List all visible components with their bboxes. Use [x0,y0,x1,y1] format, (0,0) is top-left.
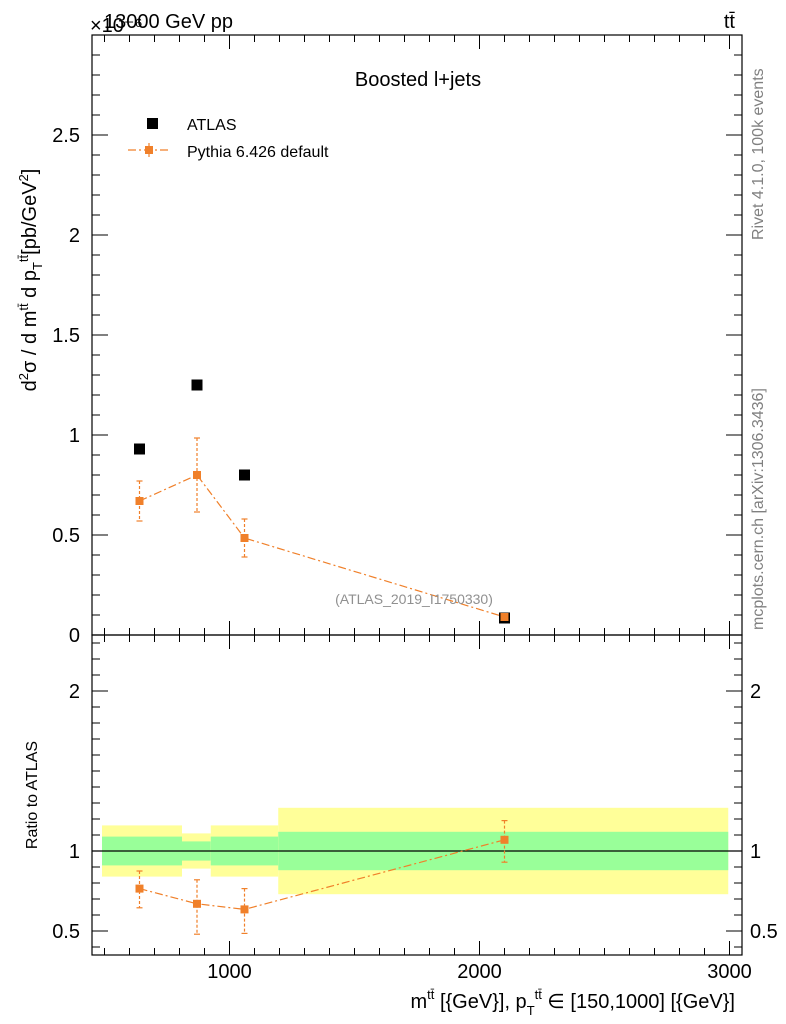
pythia-point [240,534,249,542]
main-plot-series [134,379,510,624]
legend-pythia-label: Pythia 6.426 default [187,144,329,161]
exponent-label: ×10⁻⁶ [90,15,143,37]
main-y-axis-title: d2σ / d mtt̄ d pTtt̄[pb/GeV2] [16,169,45,392]
ratio-y-tick-label-right: 1 [750,841,761,863]
ratio-pythia-point [135,884,144,893]
legend-atlas-label: ATLAS [187,117,237,134]
y-tick-label: 1.5 [52,325,80,347]
atlas-point [134,443,145,455]
axis-ticks [92,35,742,955]
x-tick-label: 2000 [457,961,502,983]
tick-labels: 1000 2000 3000 0 0.5 1 1.5 2 2.5 0.5 0.5 1 1 2 2 [52,125,778,983]
ratio-y-tick-label-right: 2 [750,681,761,703]
ratio-y-tick-label: 1 [69,841,80,863]
pythia-point [135,497,144,505]
atlas-point [239,469,250,481]
atlas-point [191,379,203,391]
y-tick-label: 0.5 [52,525,80,547]
energy-label: 13000 GeV pp [104,11,233,33]
ratio-pythia-point [240,905,249,914]
ratio-plot-frame [91,634,743,956]
ratio-pythia-point [500,835,509,844]
y-tick-label: 1 [69,425,80,447]
mcplots-label: mcplots.cern.ch [arXiv:1306.3436] [750,388,767,630]
y-tick-label: 2.5 [52,125,80,147]
legend-atlas-marker [147,118,158,129]
pythia-point [500,613,509,621]
ratio-pythia-line [139,839,505,911]
x-axis-title: mtt̄ [{GeV}], pTtt̄ ∈ [150,1000] [{GeV}] [410,987,735,1018]
rivet-version-label: Rivet 4.1.0, 100k events [750,68,767,240]
analysis-watermark: (ATLAS_2019_I1750330) [335,591,493,607]
ratio-plot-series [135,819,509,935]
process-label: tt̄ [724,11,736,33]
x-tick-label: 1000 [207,961,252,983]
pythia-line [139,474,505,618]
ratio-y-tick-label-right: 0.5 [750,921,778,943]
y-tick-label: 2 [69,225,80,247]
legend: ATLAS Pythia 6.426 default [128,117,329,161]
x-tick-label: 3000 [707,961,752,983]
ratio-y-tick-label: 0.5 [52,921,80,943]
y-tick-label: 0 [69,625,80,647]
pythia-point [193,471,201,479]
ratio-pythia-point [193,899,201,908]
ratio-y-axis-title: Ratio to ATLAS [24,741,41,849]
plot-title: Boosted l+jets [355,69,481,91]
legend-pythia-marker [145,146,153,154]
ratio-y-tick-label: 2 [69,681,80,703]
